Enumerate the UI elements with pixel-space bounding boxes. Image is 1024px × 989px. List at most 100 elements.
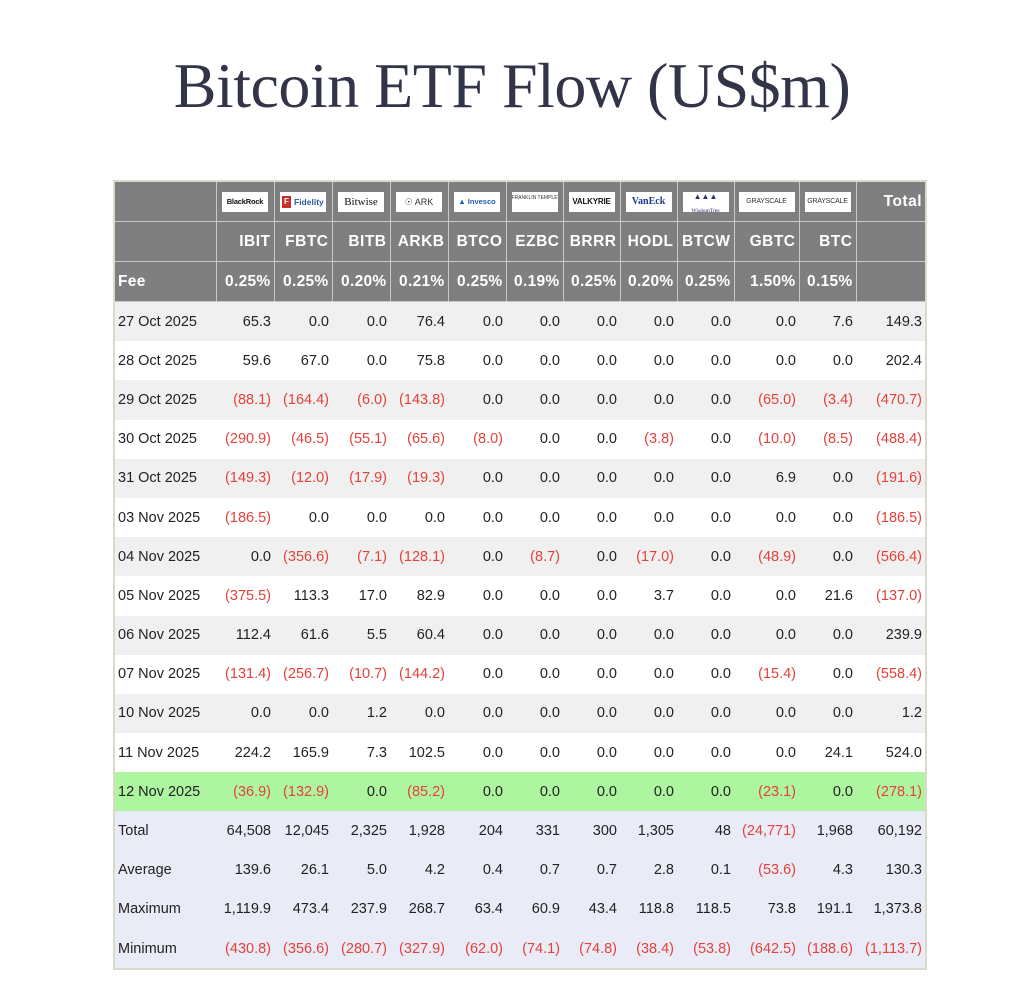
flow-cell: 0.0 [274, 693, 332, 734]
flow-cell: 0.0 [448, 654, 506, 694]
summary-row: Minimum (430.8) (356.6) (280.7) (327.9) (62.0… [114, 929, 926, 970]
fee-cell: 0.25% [562, 261, 621, 302]
table-row: 27 Oct 2025 65.3 0.0 0.0 76.4 0.0 0.0 0.0 0.0 0.0… [114, 301, 926, 342]
summary-total: (1,113.7) [856, 929, 926, 970]
summary-total: 60,192 [856, 811, 926, 851]
summary-label: Maximum [114, 889, 216, 929]
flow-cell: (375.5) [216, 576, 274, 616]
flow-cell: (15.4) [734, 654, 799, 694]
page-title: Bitcoin ETF Flow (US$m) [173, 50, 851, 121]
row-total: (558.4) [856, 654, 926, 694]
summary-cell: 1,305 [620, 811, 677, 851]
ticker-ibit: IBIT [215, 221, 275, 262]
flow-cell: 0.0 [677, 537, 734, 577]
row-total: (278.1) [856, 772, 926, 812]
fee-cell: 0.25% [676, 261, 735, 302]
summary-cell: 63.4 [448, 889, 506, 929]
flow-cell: 0.0 [448, 733, 506, 773]
fee-cell: 0.20% [331, 261, 391, 302]
flow-cell: 67.0 [274, 341, 332, 381]
flow-cell: 0.0 [734, 733, 799, 773]
flow-cell: 0.0 [677, 772, 734, 812]
ticker-bitb: BITB [331, 221, 391, 262]
summary-cell: 0.4 [448, 850, 506, 890]
summary-cell: (38.4) [620, 929, 677, 970]
summary-cell: (356.6) [274, 929, 332, 970]
table-row: 28 Oct 2025 59.6 67.0 0.0 75.8 0.0 0.0 0.0 0.0 0.… [114, 341, 926, 381]
flow-cell: 0.0 [677, 458, 734, 498]
flow-cell: (7.1) [332, 537, 390, 577]
summary-row: Maximum 1,119.9 473.4 237.9 268.7 63.4 60.9 43.… [114, 889, 926, 929]
flow-cell: (149.3) [216, 458, 274, 498]
flow-cell: 0.0 [734, 615, 799, 655]
flow-cell: (10.7) [332, 654, 390, 694]
flow-cell: 102.5 [390, 733, 448, 773]
summary-cell: 5.0 [332, 850, 390, 890]
flow-cell: 0.0 [448, 497, 506, 538]
flow-cell: (186.5) [216, 497, 274, 538]
ticker-row: IBIT FBTC BITB ARKB BTCO EZBC BRRR HODL … [113, 221, 927, 262]
flow-cell: (88.1) [216, 380, 274, 420]
flow-cell: 0.0 [506, 654, 563, 694]
flow-cell: 0.0 [734, 497, 799, 538]
flow-cell: 0.0 [799, 693, 856, 734]
summary-cell: 331 [506, 811, 563, 851]
summary-cell: 300 [563, 811, 620, 851]
flow-cell: 0.0 [390, 497, 448, 538]
row-total: (566.4) [856, 537, 926, 577]
flow-cell: 65.3 [216, 301, 274, 342]
flow-cell: (55.1) [332, 419, 390, 459]
table-row: 05 Nov 2025 (375.5) 113.3 17.0 82.9 0.0 0.0 0.0… [114, 576, 926, 616]
summary-cell: 4.2 [390, 850, 448, 890]
flow-cell: 7.6 [799, 301, 856, 342]
summary-row: Average 139.6 26.1 5.0 4.2 0.4 0.7 0.7 2.8 0.1 (53… [114, 850, 926, 890]
valkyrie-logo-icon: VALKYRIE [568, 191, 615, 212]
summary-cell: 1,968 [799, 811, 856, 851]
flow-cell: 24.1 [799, 733, 856, 773]
issuer-vaneck: VanEck [619, 180, 678, 222]
flow-cell: 0.0 [799, 615, 856, 655]
flow-cell: 0.0 [506, 693, 563, 734]
flow-cell: (132.9) [274, 772, 332, 812]
flow-cell: 0.0 [677, 497, 734, 538]
table-row: 31 Oct 2025 (149.3) (12.0) (17.9) (19.3) 0.0 0… [114, 458, 926, 498]
fee-cell: 0.21% [389, 261, 449, 302]
flow-cell: (8.5) [799, 419, 856, 459]
flow-cell: 0.0 [620, 380, 677, 420]
ticker-btc: BTC [798, 221, 857, 262]
flow-cell: 0.0 [734, 576, 799, 616]
flow-cell: 17.0 [332, 576, 390, 616]
summary-cell: (280.7) [332, 929, 390, 970]
summary-cell: 12,045 [274, 811, 332, 851]
flow-cell: 59.6 [216, 341, 274, 381]
flow-cell: (256.7) [274, 654, 332, 694]
summary-cell: 0.7 [506, 850, 563, 890]
summary-cell: 0.7 [563, 850, 620, 890]
total-header: Total [855, 180, 927, 222]
row-total: 1.2 [856, 693, 926, 734]
summary-cell: 0.1 [677, 850, 734, 890]
summary-cell: (53.8) [677, 929, 734, 970]
flow-cell: 0.0 [677, 693, 734, 734]
wisdomtree-logo-icon: ▲▲▲ WisdomTree [682, 191, 729, 212]
flow-cell: 1.2 [332, 693, 390, 734]
flow-cell: 0.0 [677, 733, 734, 773]
ark-invest-logo-icon: ☉ ARK [396, 191, 442, 212]
summary-cell: 64,508 [216, 811, 274, 851]
summary-cell: (642.5) [734, 929, 799, 970]
corner-cell [113, 180, 217, 222]
flow-cell: 0.0 [620, 301, 677, 342]
table-row-latest: 12 Nov 2025 (36.9) (132.9) 0.0 (85.2) 0.0 0.0 0… [114, 772, 926, 812]
issuer-ark: ☉ ARK [389, 180, 449, 222]
row-total: 239.9 [856, 615, 926, 655]
row-date: 07 Nov 2025 [114, 654, 216, 694]
flow-cell: 0.0 [332, 772, 390, 812]
issuer-wisdomtree: ▲▲▲ WisdomTree [676, 180, 735, 222]
flow-cell: 0.0 [677, 301, 734, 342]
row-date: 11 Nov 2025 [114, 733, 216, 773]
flow-cell: 0.0 [563, 733, 620, 773]
flow-cell: 0.0 [563, 576, 620, 616]
summary-cell: 118.8 [620, 889, 677, 929]
ticker-arkb: ARKB [389, 221, 449, 262]
flow-cell: 0.0 [620, 693, 677, 734]
